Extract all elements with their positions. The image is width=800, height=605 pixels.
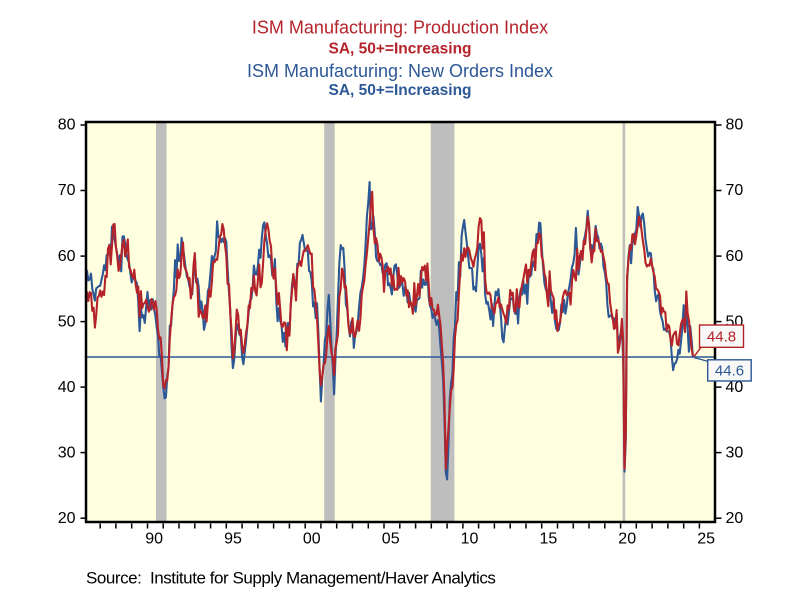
svg-text:10: 10: [461, 531, 479, 548]
svg-text:40: 40: [58, 379, 76, 396]
svg-text:00: 00: [303, 531, 321, 548]
svg-text:90: 90: [145, 531, 163, 548]
svg-text:25: 25: [697, 531, 715, 548]
svg-text:SA, 50+=Increasing: SA, 50+=Increasing: [328, 41, 471, 58]
svg-text:80: 80: [58, 117, 76, 134]
svg-text:ISM Manufacturing: New Orders: ISM Manufacturing: New Orders Index: [247, 61, 553, 81]
svg-text:50: 50: [58, 313, 76, 330]
svg-text:20: 20: [726, 510, 744, 527]
svg-text:40: 40: [726, 379, 744, 396]
svg-text:20: 20: [618, 531, 636, 548]
svg-text:30: 30: [726, 444, 744, 461]
svg-text:60: 60: [726, 248, 744, 265]
svg-text:44.8: 44.8: [707, 329, 736, 346]
svg-text:SA, 50+=Increasing: SA, 50+=Increasing: [328, 82, 471, 99]
svg-text:15: 15: [540, 531, 558, 548]
svg-text:70: 70: [58, 182, 76, 199]
svg-text:Source: Institute for Supply: Source: Institute for Supply Management/…: [86, 569, 495, 588]
svg-text:30: 30: [58, 444, 76, 461]
svg-text:70: 70: [726, 182, 744, 199]
svg-text:44.6: 44.6: [715, 363, 744, 380]
svg-text:95: 95: [224, 531, 242, 548]
svg-text:ISM Manufacturing: Production: ISM Manufacturing: Production Index: [252, 18, 548, 38]
svg-text:80: 80: [726, 117, 744, 134]
svg-text:05: 05: [382, 531, 400, 548]
svg-text:60: 60: [58, 248, 76, 265]
svg-text:20: 20: [58, 510, 76, 527]
